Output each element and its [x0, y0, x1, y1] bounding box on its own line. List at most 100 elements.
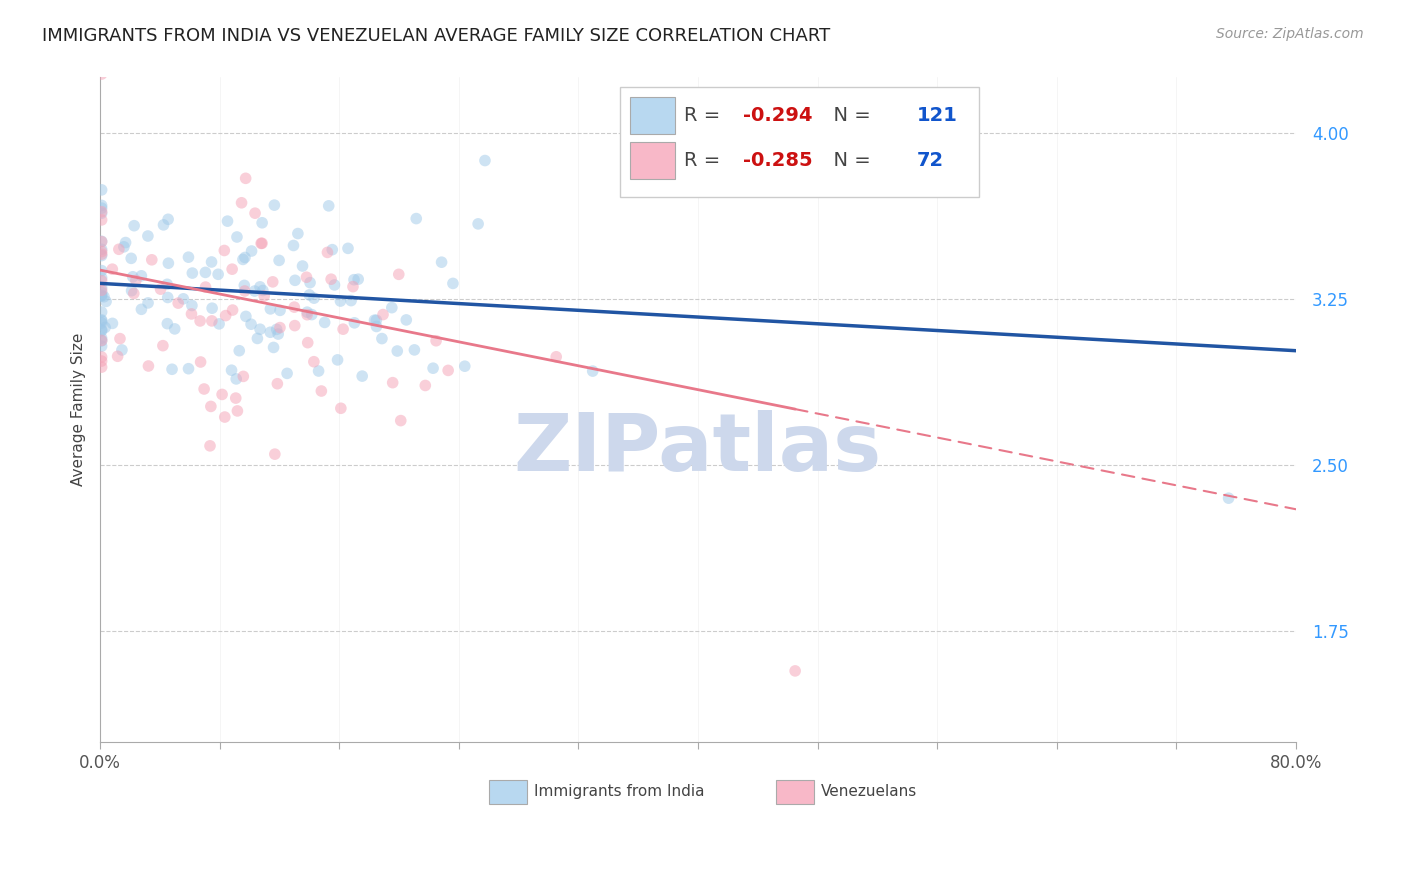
- Point: [314, 315, 336, 329]
- Point: [366, 319, 388, 334]
- Point: [112, 240, 135, 254]
- Point: [363, 313, 385, 327]
- Point: [149, 282, 172, 296]
- Point: [225, 372, 247, 386]
- Point: [343, 273, 366, 287]
- Point: [259, 301, 281, 316]
- Point: [276, 367, 298, 381]
- Point: [342, 279, 364, 293]
- Point: [329, 294, 352, 309]
- Point: [156, 277, 179, 292]
- Point: [108, 242, 131, 256]
- Point: [90, 316, 112, 330]
- Point: [262, 275, 284, 289]
- Point: [413, 378, 436, 392]
- Point: [90, 67, 112, 81]
- Point: [371, 308, 394, 322]
- Point: [90, 201, 112, 215]
- Point: [295, 308, 318, 322]
- Point: [90, 274, 112, 288]
- Point: [441, 277, 464, 291]
- Point: [250, 216, 273, 230]
- Point: [172, 292, 194, 306]
- Point: [343, 316, 366, 330]
- Point: [90, 206, 112, 220]
- Point: [226, 230, 249, 244]
- Point: [136, 229, 159, 244]
- Point: [284, 273, 307, 287]
- Point: [381, 301, 404, 315]
- Point: [177, 250, 200, 264]
- Point: [291, 259, 314, 273]
- Point: [297, 335, 319, 350]
- Text: Immigrants from India: Immigrants from India: [534, 784, 704, 799]
- Point: [250, 236, 273, 251]
- Point: [347, 272, 370, 286]
- Point: [90, 354, 112, 368]
- Point: [156, 317, 179, 331]
- Point: [90, 247, 112, 261]
- FancyBboxPatch shape: [620, 87, 979, 197]
- Point: [381, 376, 404, 390]
- Point: [160, 362, 183, 376]
- Point: [263, 341, 285, 355]
- Point: [90, 288, 112, 302]
- Point: [437, 363, 460, 377]
- Text: Venezuelans: Venezuelans: [821, 784, 917, 799]
- Point: [122, 286, 145, 301]
- Point: [240, 317, 263, 331]
- Point: [664, 159, 686, 173]
- Point: [181, 298, 204, 312]
- Point: [321, 243, 343, 257]
- Point: [249, 322, 271, 336]
- Point: [90, 198, 112, 212]
- Point: [101, 317, 124, 331]
- Point: [301, 308, 323, 322]
- Point: [467, 217, 489, 231]
- Point: [387, 344, 409, 359]
- Text: R =: R =: [683, 106, 725, 125]
- Point: [121, 284, 143, 298]
- Point: [214, 410, 236, 425]
- Point: [90, 289, 112, 303]
- Point: [404, 343, 426, 357]
- Point: [101, 262, 124, 277]
- Point: [163, 322, 186, 336]
- Point: [225, 391, 247, 405]
- Point: [243, 284, 266, 298]
- Point: [318, 199, 340, 213]
- Point: [263, 447, 285, 461]
- Point: [141, 252, 163, 267]
- Point: [177, 361, 200, 376]
- Text: -0.285: -0.285: [744, 151, 813, 170]
- Point: [194, 265, 217, 279]
- Point: [422, 361, 444, 376]
- Point: [201, 314, 224, 328]
- Point: [217, 214, 239, 228]
- Point: [90, 323, 112, 337]
- Point: [221, 262, 243, 277]
- Text: N =: N =: [821, 151, 877, 170]
- Point: [198, 439, 221, 453]
- Point: [107, 349, 129, 363]
- Point: [201, 301, 224, 316]
- Text: 121: 121: [917, 106, 957, 125]
- Point: [266, 322, 288, 336]
- Point: [138, 359, 160, 373]
- Point: [221, 363, 243, 377]
- Point: [156, 290, 179, 304]
- Point: [90, 285, 112, 300]
- Point: [94, 294, 117, 309]
- Point: [90, 204, 112, 219]
- Point: [311, 384, 333, 398]
- Point: [269, 320, 291, 334]
- Point: [90, 350, 112, 364]
- Text: -0.294: -0.294: [744, 106, 813, 125]
- Point: [235, 171, 257, 186]
- Point: [233, 284, 256, 298]
- Point: [295, 305, 318, 319]
- Point: [90, 324, 112, 338]
- Point: [337, 241, 360, 255]
- Point: [263, 198, 285, 212]
- Point: [152, 339, 174, 353]
